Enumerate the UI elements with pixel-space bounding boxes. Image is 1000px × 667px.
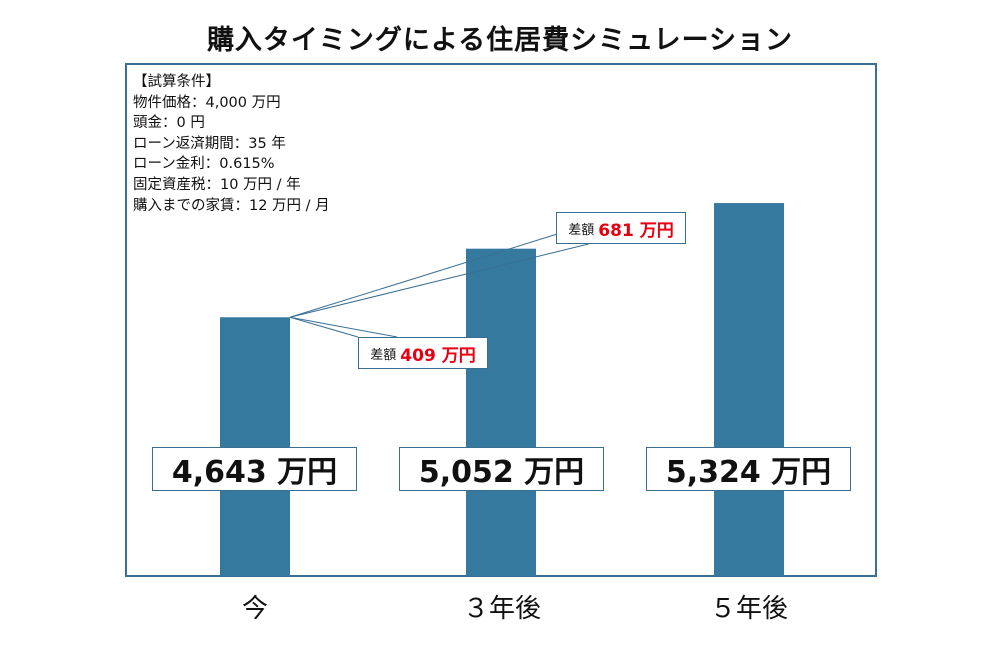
bar-2 [714,203,784,576]
value-label-3y: 5,052 万円 [399,447,604,491]
bar-0 [220,317,290,576]
condition-item: ローン金利：0.615% [133,156,275,173]
category-label-3y: ３年後 [462,594,541,624]
leader-line-1-1 [289,243,589,318]
category-label-now: 今 [241,594,268,624]
diff-annotation-409: 差額 409 万円 [358,337,488,369]
condition-item: ローン返済期間：35 年 [133,135,286,152]
diff-label: 差額 [568,222,595,238]
condition-item: 購入までの家賃：12 万円 / 月 [133,197,330,214]
category-label-5y: ５年後 [709,594,788,624]
leader-line-0-0 [289,316,359,338]
conditions-list: 【試算条件】 物件価格：4,000 万円 頭金：0 円 ローン返済期間：35 年… [133,72,330,216]
bar-1 [466,248,536,576]
leader-line-1-0 [289,233,557,318]
diff-value: 681 万円 [598,220,674,241]
conditions-heading: 【試算条件】 [133,74,220,90]
diff-value: 409 万円 [400,345,476,366]
condition-item: 物件価格：4,000 万円 [133,94,281,111]
diff-annotation-681: 差額 681 万円 [556,212,686,244]
condition-item: 頭金：0 円 [133,115,205,132]
value-label-5y: 5,324 万円 [646,447,851,491]
diff-label: 差額 [370,347,397,363]
leader-line-0-1 [289,316,398,338]
chart-title: 購入タイミングによる住居費シミュレーション [206,25,794,56]
value-label-now: 4,643 万円 [152,447,357,491]
condition-item: 固定資産税：10 万円 / 年 [133,176,301,193]
